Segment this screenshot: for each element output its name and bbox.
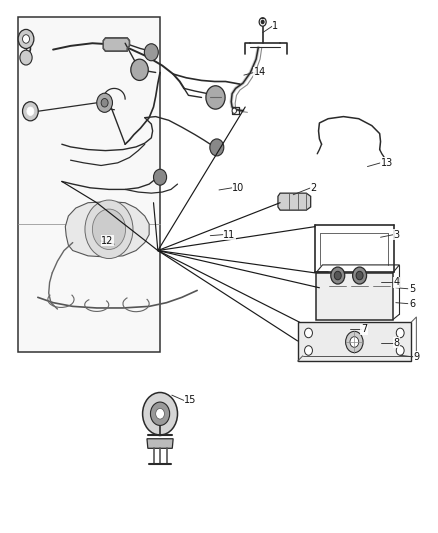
Text: 1: 1 <box>272 21 279 31</box>
Circle shape <box>259 18 266 26</box>
Circle shape <box>145 44 158 61</box>
Polygon shape <box>316 273 393 320</box>
Polygon shape <box>147 439 173 448</box>
Circle shape <box>153 169 166 185</box>
Circle shape <box>18 29 34 49</box>
Circle shape <box>22 35 29 43</box>
Circle shape <box>331 267 345 284</box>
Circle shape <box>396 328 404 338</box>
Text: 5: 5 <box>409 284 415 294</box>
Circle shape <box>150 402 170 425</box>
Text: 4: 4 <box>394 278 400 287</box>
Circle shape <box>20 50 32 65</box>
Circle shape <box>396 346 404 356</box>
Text: 11: 11 <box>223 230 236 240</box>
Circle shape <box>27 107 34 116</box>
Circle shape <box>155 408 164 419</box>
Circle shape <box>334 271 341 280</box>
Circle shape <box>356 271 363 280</box>
Text: 15: 15 <box>184 395 197 406</box>
Text: 13: 13 <box>381 158 393 168</box>
Circle shape <box>304 346 312 356</box>
Circle shape <box>92 209 126 249</box>
Polygon shape <box>297 322 411 361</box>
Text: 2: 2 <box>311 183 317 193</box>
Circle shape <box>101 99 108 107</box>
Polygon shape <box>65 201 149 257</box>
Polygon shape <box>18 17 160 352</box>
Circle shape <box>85 200 133 259</box>
Text: 9: 9 <box>413 352 420 362</box>
Circle shape <box>350 337 359 348</box>
Circle shape <box>131 59 148 80</box>
Circle shape <box>353 267 367 284</box>
Text: 10: 10 <box>232 183 244 193</box>
Text: 7: 7 <box>361 324 367 334</box>
Text: 8: 8 <box>394 337 400 348</box>
Circle shape <box>232 108 237 114</box>
Circle shape <box>206 86 225 109</box>
Circle shape <box>97 93 113 112</box>
Text: 12: 12 <box>101 236 113 246</box>
Polygon shape <box>278 193 311 210</box>
Circle shape <box>143 392 177 435</box>
Circle shape <box>346 332 363 353</box>
Circle shape <box>304 328 312 338</box>
Text: 6: 6 <box>409 298 415 309</box>
Circle shape <box>22 102 38 121</box>
Polygon shape <box>103 38 130 51</box>
Circle shape <box>261 20 264 23</box>
Circle shape <box>210 139 224 156</box>
Text: 3: 3 <box>394 230 400 240</box>
Text: 14: 14 <box>254 68 266 77</box>
